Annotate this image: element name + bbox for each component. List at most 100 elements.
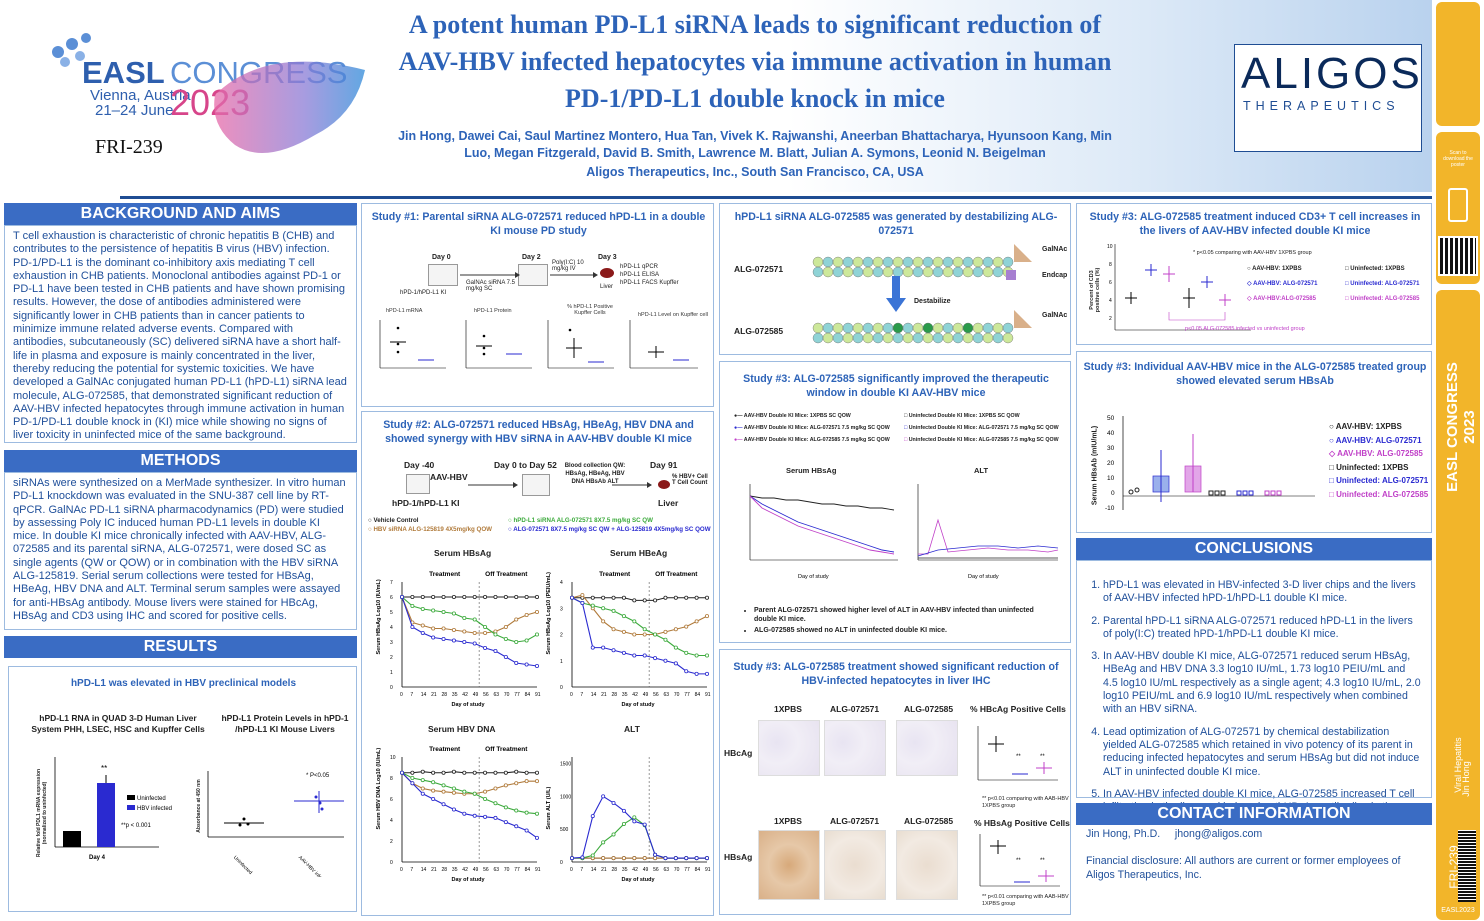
study3d-box: Study #3: Individual AAV-HBV mice in the… xyxy=(1076,351,1432,533)
treatment-label: Treatment xyxy=(429,746,461,753)
nucleotide xyxy=(842,266,854,278)
data-point xyxy=(580,601,585,606)
legend-item: ○ AAV-HBV: 1XPBS xyxy=(1329,422,1402,431)
ihc-col-0b: 1XPBS xyxy=(774,816,802,826)
structure-box: hPD-L1 siRNA ALG-072585 was generated by… xyxy=(719,203,1071,355)
protein-x-0: Uninfected xyxy=(232,855,253,876)
nucleotide xyxy=(962,266,974,278)
qr-code[interactable] xyxy=(1438,236,1478,276)
nucleotide xyxy=(852,266,864,278)
off-treatment-label: Off Treatment xyxy=(485,571,528,578)
mouse-icon xyxy=(406,474,430,494)
data-point xyxy=(704,595,709,600)
background-heading: BACKGROUND AND AIMS xyxy=(4,203,357,225)
congress-dates: 21–24 June xyxy=(95,102,174,119)
x-tick-label: 28 xyxy=(442,867,448,873)
y-tick-label: 0 xyxy=(390,860,393,866)
x-tick-label: 0 xyxy=(400,867,403,873)
affiliation: Aligos Therapeutics, Inc., South San Fra… xyxy=(586,165,924,179)
chip-legend-0: Uninfected xyxy=(137,796,166,802)
y-tick-label: 0 xyxy=(390,685,393,691)
ihc-col-2: ALG-072585 xyxy=(904,704,954,714)
nucleotide xyxy=(1002,332,1014,344)
study3d-ylabel: Serum HBsAb (mIU/mL) xyxy=(1091,425,1099,506)
nucleotide xyxy=(912,332,924,344)
x-tick-label: 35 xyxy=(622,867,628,873)
data-point xyxy=(503,770,508,775)
chart-title-alt: ALT xyxy=(624,724,640,734)
data-point xyxy=(632,619,637,624)
methods-text: siRNAs were synthesized on a MerMade syn… xyxy=(13,477,346,622)
nucleotide xyxy=(832,332,844,344)
chip-bar-chart: ** Uninfected HBV infected **p < 0.001 D… xyxy=(54,757,172,861)
legend-item: □ Uninfected: ALG-072585 xyxy=(1345,296,1420,302)
svg-text:8: 8 xyxy=(1109,262,1112,268)
background-text: T cell exhaustion is characteristic of c… xyxy=(13,230,347,442)
data-point xyxy=(441,595,446,600)
data-point xyxy=(534,770,539,775)
x-tick-label: 28 xyxy=(612,692,618,698)
nucleotide xyxy=(892,266,904,278)
svg-text:40: 40 xyxy=(1107,430,1115,437)
data-point xyxy=(514,781,519,786)
arrow-icon xyxy=(550,272,598,278)
poster-code: FRI-239 xyxy=(95,136,163,158)
data-point xyxy=(503,783,508,788)
y-tick-label: 1 xyxy=(390,670,393,676)
sig-mark: ** xyxy=(1040,754,1045,760)
study3c-box: Study #3: ALG-072585 treatment induced C… xyxy=(1076,203,1432,345)
nucleotide xyxy=(872,256,884,268)
data-point xyxy=(611,595,616,600)
nucleotide xyxy=(1002,322,1014,334)
mini-title-1: hPD-L1 Protein xyxy=(474,308,512,314)
data-point xyxy=(611,800,616,805)
data-point xyxy=(410,604,415,609)
svg-text:30: 30 xyxy=(1107,445,1115,452)
nucleotide xyxy=(962,332,974,344)
data-point xyxy=(590,595,595,600)
y-axis-label: Serum ALT (U/L) xyxy=(546,787,552,830)
data-point xyxy=(534,610,539,615)
conclusions-list: hPD-L1 was elevated in HBV-infected 3-D … xyxy=(1085,579,1421,828)
legend-item: ◇ AAV-HBV: ALG-072585 xyxy=(1329,449,1423,458)
legend-item: □ Uninfected Double KI Mice: 1XPBS SC QO… xyxy=(904,413,1020,419)
data-point xyxy=(514,640,519,645)
data-point xyxy=(441,789,446,794)
nucleotide xyxy=(832,266,844,278)
nucleotide xyxy=(982,266,994,278)
destabilize-label: Destabilize xyxy=(914,298,951,305)
study2-day-m40: Day -40 xyxy=(404,460,435,470)
data-point xyxy=(621,856,626,861)
x-tick-label: 21 xyxy=(431,692,437,698)
data-point xyxy=(431,780,436,785)
nucleotide xyxy=(932,332,944,344)
data-point xyxy=(420,769,425,774)
x-tick-label: 7 xyxy=(410,692,413,698)
data-point xyxy=(483,796,488,801)
data-point xyxy=(493,801,498,806)
sidebar-presenter: Jin Hong xyxy=(1461,761,1471,797)
y-tick-label: 3 xyxy=(390,640,393,646)
x-tick-label: 77 xyxy=(514,692,520,698)
nucleotide xyxy=(922,322,934,334)
data-point xyxy=(621,629,626,634)
data-point xyxy=(514,661,519,666)
study1-readout-2: hPD-L1 FACS Kupffer xyxy=(620,280,679,286)
data-point xyxy=(524,595,529,600)
data-point xyxy=(493,649,498,654)
nucleotide xyxy=(1002,256,1014,268)
ihc-hbsag-571 xyxy=(824,830,886,900)
data-point xyxy=(632,653,637,658)
y-tick-label: 7 xyxy=(390,580,393,586)
legend-alg125819: ○ HBV siRNA ALG-125819 4X5mg/kg QOW xyxy=(368,526,492,533)
legend-item: □ Uninfected: ALG-072571 xyxy=(1345,281,1420,287)
endcap-label: Endcap xyxy=(1042,272,1068,279)
structure-name-1: ALG-072585 xyxy=(734,326,784,336)
data-point xyxy=(601,619,606,624)
y-axis-label: Serum HBV DNA Log10 (IU/mL) xyxy=(376,748,382,830)
study3c-title: Study #3: ALG-072585 treatment induced C… xyxy=(1089,211,1421,237)
liver-icon xyxy=(600,268,614,278)
ihc-hbsag-585 xyxy=(896,830,958,900)
contact-email[interactable]: jhong@aligos.com xyxy=(1174,828,1263,840)
x-tick-label: 0 xyxy=(400,692,403,698)
